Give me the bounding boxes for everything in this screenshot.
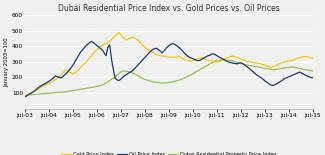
Dubai Residential Property Price Index — [311, 70, 315, 72]
Line: Gold Price Index: Gold Price Index — [25, 32, 313, 95]
Gold Price Index — [83, 62, 87, 64]
Oil Price Index — [260, 77, 264, 79]
Dubai Residential Property Price Index — [222, 59, 226, 60]
Gold Price Index — [303, 55, 307, 57]
Y-axis label: January 2003=100: January 2003=100 — [4, 37, 9, 87]
Dubai Residential Property Price Index — [104, 82, 108, 84]
Gold Price Index — [23, 94, 27, 96]
Oil Price Index — [23, 96, 27, 98]
Legend: Gold Price Index, Oil Price Index, Dubai Residential Property Price Index: Gold Price Index, Oil Price Index, Dubai… — [58, 150, 279, 155]
Oil Price Index — [90, 40, 94, 42]
Title: Dubai Residential Price Index vs. Gold Prices vs. Oil Prices: Dubai Residential Price Index vs. Gold P… — [58, 4, 280, 13]
Oil Price Index — [211, 53, 215, 55]
Dubai Residential Property Price Index — [298, 68, 302, 69]
Oil Price Index — [311, 77, 315, 79]
Gold Price Index — [224, 58, 228, 59]
Line: Oil Price Index: Oil Price Index — [25, 41, 313, 97]
Oil Price Index — [106, 46, 110, 48]
Oil Price Index — [81, 49, 84, 51]
Gold Price Index — [185, 59, 188, 61]
Dubai Residential Property Price Index — [260, 67, 264, 69]
Gold Price Index — [311, 57, 315, 59]
Gold Price Index — [100, 45, 104, 46]
Dubai Residential Property Price Index — [209, 62, 213, 64]
Oil Price Index — [184, 53, 188, 55]
Oil Price Index — [298, 71, 302, 73]
Gold Price Index — [117, 31, 121, 33]
Dubai Residential Property Price Index — [182, 77, 186, 79]
Dubai Residential Property Price Index — [23, 94, 27, 96]
Dubai Residential Property Price Index — [81, 88, 84, 90]
Line: Dubai Residential Property Price Index: Dubai Residential Property Price Index — [25, 60, 313, 95]
Gold Price Index — [253, 62, 256, 64]
